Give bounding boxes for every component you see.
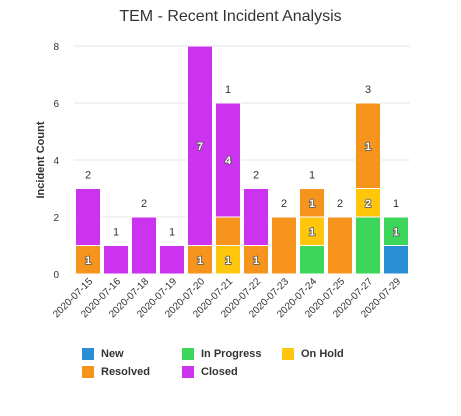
bar-segment-closed <box>103 245 129 275</box>
legend-swatch-new <box>82 348 94 360</box>
bar-segment-resolved <box>187 245 213 275</box>
bar-segment-resolved <box>271 216 297 275</box>
bar-segment-label: 1 <box>365 141 371 153</box>
legend-label-on-hold: On Hold <box>301 348 344 360</box>
bar-segment-closed <box>159 245 185 275</box>
legend-item-on-hold[interactable]: On Hold <box>282 348 344 360</box>
bar-total-label: 1 <box>113 227 119 239</box>
legend-swatch-closed <box>182 366 194 378</box>
bar-total-label: 2 <box>337 198 343 210</box>
bar-segment-on-hold <box>299 216 325 246</box>
bar-total-label: 3 <box>365 84 371 96</box>
bar-segment-closed <box>131 216 157 275</box>
legend-item-in-progress[interactable]: In Progress <box>182 348 262 360</box>
bar-segment-on-hold <box>355 188 381 218</box>
bar-segment-closed <box>187 45 213 246</box>
bar-segment-label: 1 <box>309 198 315 210</box>
bar-segment-in-progress <box>299 245 325 275</box>
bar-segment-new <box>383 245 409 275</box>
bar-segment-resolved <box>215 216 241 246</box>
legend-item-resolved[interactable]: Resolved <box>82 366 150 378</box>
legend-swatch-resolved <box>82 366 94 378</box>
bar-segment-resolved <box>355 102 381 189</box>
bar-segment-label: 1 <box>253 255 259 267</box>
bar-total-label: 2 <box>85 170 91 182</box>
legend-label-in-progress: In Progress <box>201 348 262 360</box>
chart-legend: New In Progress On Hold Resolved Closed <box>82 348 382 384</box>
bar-segment-label: 1 <box>309 226 315 238</box>
bar-segment-resolved <box>327 216 353 275</box>
y-axis-title: Incident Count <box>35 121 47 198</box>
bar-segment-closed <box>243 188 269 246</box>
legend-item-closed[interactable]: Closed <box>182 366 238 378</box>
bar-total-label: 1 <box>309 170 315 182</box>
y-tick-label: 0 <box>53 270 59 281</box>
bar-total-label: 2 <box>281 198 287 210</box>
y-tick-label: 4 <box>53 156 59 167</box>
legend-swatch-on-hold <box>282 348 294 360</box>
bar-segment-in-progress <box>383 216 409 246</box>
bar-segment-on-hold <box>215 245 241 275</box>
bar-total-label: 1 <box>225 84 231 96</box>
bar-segment-in-progress <box>355 216 381 275</box>
bar-segment-closed <box>75 188 101 246</box>
bar-segment-label: 1 <box>197 255 203 267</box>
bar-segment-resolved <box>299 188 325 218</box>
bar-total-label: 1 <box>169 227 175 239</box>
bar-segment-label: 4 <box>225 155 232 167</box>
bar-total-label: 2 <box>141 198 147 210</box>
y-tick-label: 8 <box>53 42 59 53</box>
legend-label-closed: Closed <box>201 366 238 378</box>
bar-segment-closed <box>215 102 241 218</box>
chart-title: TEM - Recent Incident Analysis <box>119 8 342 25</box>
y-tick-label: 6 <box>53 99 59 110</box>
bar-segment-label: 7 <box>197 141 203 153</box>
y-tick-label: 2 <box>53 213 59 224</box>
bar-segment-label: 1 <box>225 255 231 267</box>
bar-total-label: 1 <box>393 198 399 210</box>
legend-label-resolved: Resolved <box>101 366 150 378</box>
bar-segment-label: 2 <box>365 198 371 210</box>
bar-total-label: 2 <box>253 170 259 182</box>
legend-label-new: New <box>101 348 124 360</box>
legend-item-new[interactable]: New <box>82 348 124 360</box>
bar-segment-label: 1 <box>393 226 399 238</box>
bar-segment-label: 1 <box>85 255 91 267</box>
legend-swatch-in-progress <box>182 348 194 360</box>
